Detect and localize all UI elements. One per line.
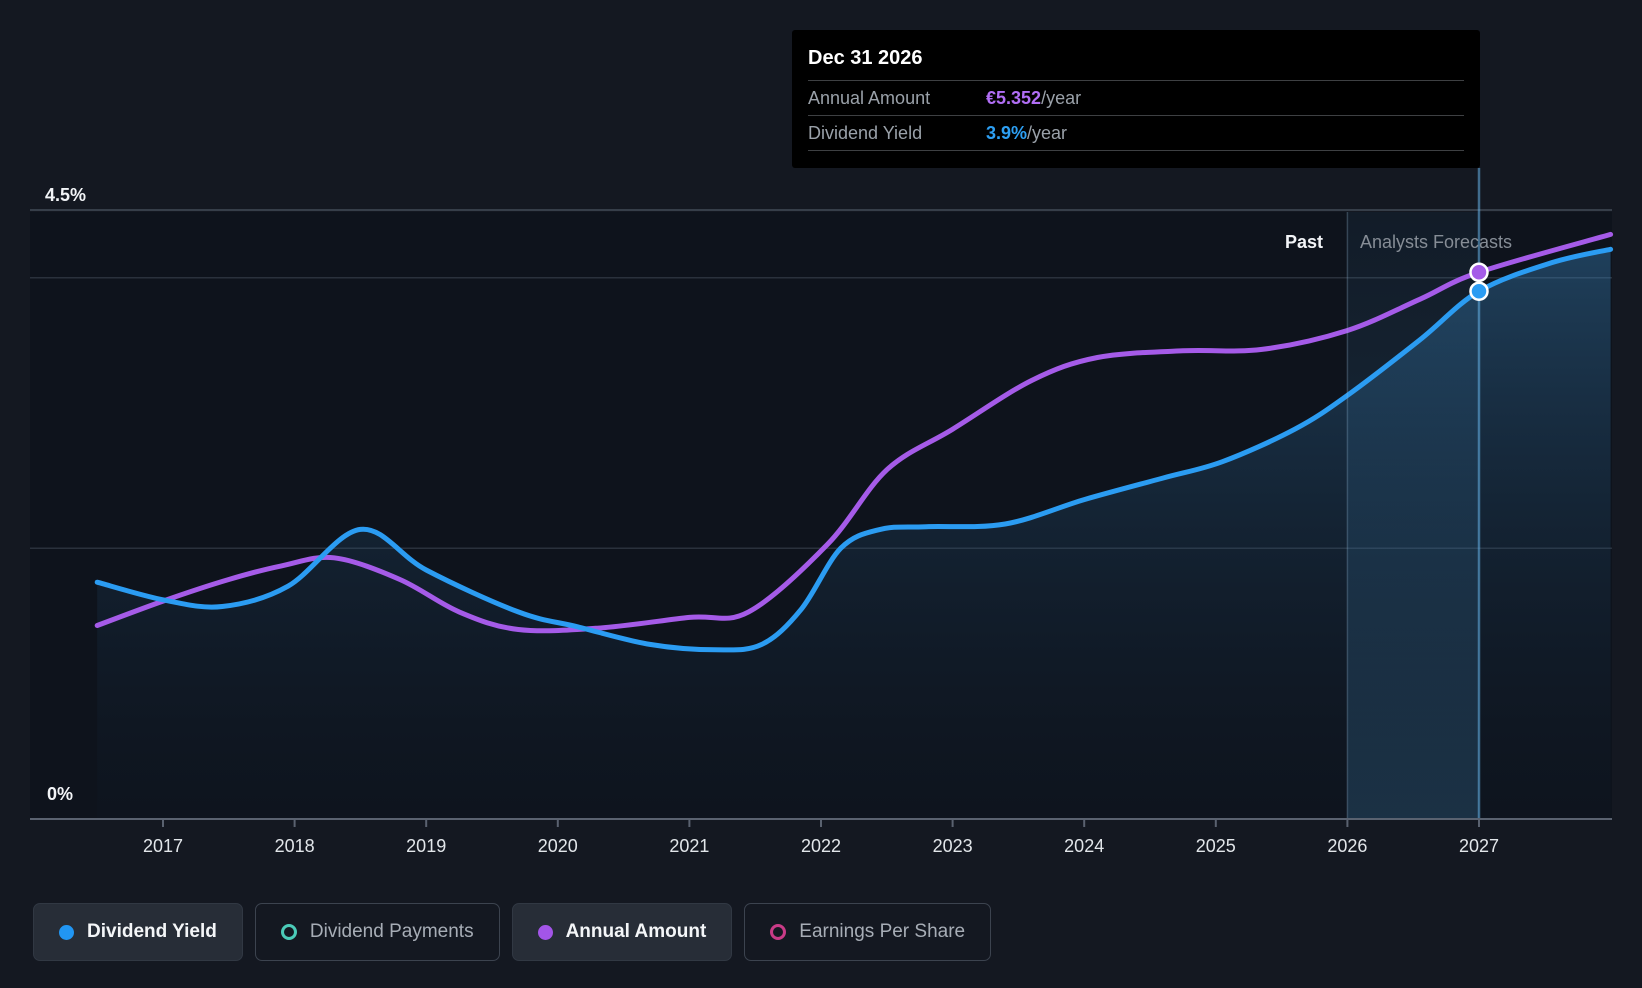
x-tick-label: 2020 [538, 836, 578, 856]
legend-label: Dividend Payments [309, 921, 474, 942]
x-tick-label: 2022 [801, 836, 841, 856]
tooltip-dividend-yield-suffix: /year [1027, 122, 1068, 143]
tooltip-dividend-yield-value: 3.9% [986, 122, 1028, 143]
legend-label: Dividend Yield [87, 921, 217, 942]
x-tick-label: 2023 [933, 836, 973, 856]
tooltip-row-annual-amount: Annual Amount €5.352 /year [808, 80, 1464, 115]
dividend-yield-marker [1469, 281, 1489, 301]
legend-item-annual-amount[interactable]: Annual Amount [511, 903, 733, 961]
y-axis-top-label: 4.5% [45, 185, 86, 205]
dividend-yield-marker-icon [59, 924, 74, 940]
annual-amount-marker-icon [537, 924, 553, 940]
dividend-payments-marker-icon [280, 924, 297, 940]
cursor-markers [1469, 262, 1489, 301]
tooltip-dividend-yield-label: Dividend Yield [808, 122, 923, 143]
annual-amount-line [94, 231, 1614, 634]
x-axis: 2017 2018 2019 2020 2021 2022 2023 2024 2025 2026… [30, 818, 1612, 856]
x-tick-label: 2024 [1064, 836, 1104, 856]
tooltip-annual-amount-label: Annual Amount [808, 87, 931, 108]
series-curves [94, 231, 1614, 653]
tooltip-row-dividend-yield: Dividend Yield 3.9% /year [808, 115, 1464, 151]
x-tick-label: 2025 [1196, 836, 1236, 856]
x-tick-label: 2026 [1327, 836, 1367, 856]
legend-item-earnings-per-share[interactable]: Earnings Per Share [744, 903, 992, 961]
tooltip-annual-amount-value: €5.352 [986, 87, 1042, 108]
dividend-yield-line [94, 246, 1614, 653]
dividend-yield-area [97, 249, 1611, 820]
x-tick-label: 2027 [1459, 836, 1499, 856]
annual-amount-marker [1469, 262, 1489, 283]
x-tick-label: 2018 [275, 836, 315, 856]
legend-label: Annual Amount [565, 921, 707, 942]
x-tick-label: 2021 [669, 836, 709, 856]
legend-item-dividend-yield[interactable]: Dividend Yield [33, 903, 243, 961]
legend-label: Earnings Per Share [799, 921, 966, 942]
tooltip-annual-amount-suffix: /year [1041, 87, 1082, 108]
tooltip-date: Dec 31 2026 [808, 47, 923, 69]
legend-item-dividend-payments[interactable]: Dividend Payments [254, 903, 500, 961]
y-axis-bottom-label: 0% [47, 784, 73, 804]
chart-canvas[interactable]: 2017 2018 2019 2020 2021 2022 2023 2024 2025 2026… [0, 0, 1642, 880]
past-label: Past [1285, 232, 1323, 252]
dividend-yield-area-fill [97, 249, 1611, 820]
analysts-forecasts-label: Analysts Forecasts [1360, 232, 1512, 252]
x-tick-label: 2017 [143, 836, 183, 856]
x-tick-label: 2019 [406, 836, 446, 856]
legend: Dividend Yield Dividend Payments Annual Am… [33, 903, 992, 961]
earnings-per-share-marker-icon [770, 924, 787, 940]
hover-tooltip: Dec 31 2026 Annual Amount €5.352 /year D… [792, 30, 1480, 168]
